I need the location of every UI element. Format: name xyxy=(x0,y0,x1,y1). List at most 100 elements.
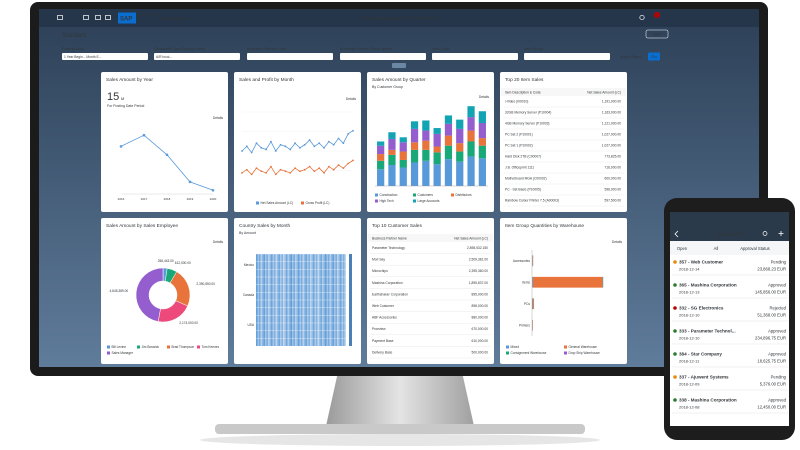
card-sales-by-year[interactable] xyxy=(101,72,228,212)
point xyxy=(294,142,296,145)
cell: 716,000.00 xyxy=(604,166,621,170)
point xyxy=(188,180,192,184)
quote-name[interactable]: 357 - Web Customer xyxy=(679,260,723,265)
phone-tabbar xyxy=(670,241,789,255)
back-icon[interactable] xyxy=(95,15,101,20)
back-icon[interactable] xyxy=(674,230,679,238)
legend-swatch xyxy=(375,199,378,203)
variant[interactable]: Standard xyxy=(62,33,86,39)
go-button[interactable] xyxy=(648,52,660,61)
monitor-base xyxy=(215,424,585,434)
cell: 670,000.00 xyxy=(471,327,488,331)
cell: 1,027,000.00 xyxy=(602,144,621,148)
home-icon[interactable] xyxy=(105,15,111,20)
bar-segment xyxy=(377,169,385,186)
add-icon[interactable] xyxy=(778,231,784,236)
point xyxy=(308,139,311,141)
user-icon[interactable] xyxy=(83,15,89,20)
cell: Mori Say xyxy=(372,258,385,262)
filter-input[interactable] xyxy=(154,53,240,60)
legend-swatch xyxy=(107,351,110,355)
badge-count: 2 xyxy=(656,14,658,18)
filter-label: Document Type Display Name xyxy=(154,47,205,51)
bar-segment xyxy=(410,128,419,143)
quote-status: Approved xyxy=(768,283,787,288)
filter-input[interactable] xyxy=(247,53,333,60)
point xyxy=(327,140,330,143)
quote-date: 2018-12-09 xyxy=(679,382,700,387)
quote-name[interactable]: 333 - Parameter Technol... xyxy=(679,329,736,334)
cell: 2,898,532.150 xyxy=(467,246,488,250)
legend-label: Tom Keeves xyxy=(202,345,220,349)
search-icon[interactable] xyxy=(639,14,645,21)
legend-swatch xyxy=(137,345,140,349)
point xyxy=(303,143,306,146)
bar-segment xyxy=(399,137,407,143)
card-title: Top 10 Customer Sales xyxy=(372,223,422,229)
line xyxy=(241,130,354,154)
quote-name[interactable]: 338 - Mashina Corporation xyxy=(679,398,737,403)
quote-name[interactable]: 384 - Star Company xyxy=(679,352,722,357)
bar-segment xyxy=(444,123,453,136)
cell: Hard Disk 2TB (C00007) xyxy=(505,155,541,159)
quote-name[interactable]: 332 - SG Electronics xyxy=(679,306,724,311)
cell: 596,000.00 xyxy=(604,188,621,192)
tab[interactable]: Open xyxy=(677,246,688,251)
legend-swatch xyxy=(564,351,567,355)
tab[interactable]: All xyxy=(714,246,719,251)
legend-swatch xyxy=(413,193,416,197)
filter-input[interactable] xyxy=(432,53,518,60)
point xyxy=(274,150,277,152)
filter-input[interactable] xyxy=(62,53,148,60)
cell: 4GB Memory Server (P10003) xyxy=(505,122,550,126)
quote-amount: 12,450.00 EUR xyxy=(757,405,786,410)
legend-swatch xyxy=(107,345,110,349)
quote-status: Approved xyxy=(768,352,787,357)
adapt-filters[interactable]: Adapt Filters xyxy=(620,55,641,59)
cell: i-Video (I00010) xyxy=(505,100,528,104)
point xyxy=(255,167,258,170)
card-subtitle: By Customer Group xyxy=(372,85,403,89)
filter-input[interactable] xyxy=(524,53,610,60)
legend-swatch xyxy=(375,193,378,197)
card-sales-by-quarter[interactable] xyxy=(367,72,494,212)
donut-slice xyxy=(135,267,164,322)
bar-segment xyxy=(467,117,475,131)
quote-name[interactable]: 365 - Mashina Corporation xyxy=(679,283,737,288)
bar-segment xyxy=(444,145,453,160)
x-tick-label: 2020 xyxy=(210,197,217,201)
filter-input[interactable] xyxy=(340,53,426,60)
bar-segment xyxy=(399,151,407,160)
bar-segment xyxy=(399,142,407,152)
point xyxy=(323,146,325,149)
data-label: 4,845,389.00 xyxy=(110,289,129,293)
point xyxy=(119,145,123,148)
card-warehouse[interactable] xyxy=(500,218,627,364)
card-sales-by-employee[interactable] xyxy=(101,218,228,364)
legend-label: Gross Profit (LC) xyxy=(306,201,330,205)
bar-segment xyxy=(410,121,419,129)
cell: J.B. Officeprint 1111 xyxy=(505,166,534,170)
details: Details xyxy=(213,116,223,120)
edit-button[interactable] xyxy=(645,29,669,39)
tab[interactable]: Approval Status xyxy=(740,246,770,251)
point xyxy=(299,146,301,149)
search-icon[interactable] xyxy=(762,231,768,236)
status-dot xyxy=(673,260,677,264)
quote-name[interactable]: 337 - Ajuwent Systems xyxy=(679,375,729,380)
point xyxy=(318,167,321,170)
point xyxy=(250,173,253,176)
point xyxy=(211,188,215,192)
menu-icon[interactable] xyxy=(57,15,63,20)
details: Details xyxy=(612,240,622,244)
bar-segment xyxy=(532,255,533,267)
data-label: 2,390,850.00 xyxy=(196,282,215,286)
card-title: Top 20 Item Sales xyxy=(505,77,544,83)
card-top-customers[interactable] xyxy=(367,218,494,364)
y-tick-label: Items xyxy=(522,280,530,284)
legend-swatch xyxy=(451,193,454,197)
collapse-tab[interactable] xyxy=(392,63,406,68)
card-sales-profit[interactable] xyxy=(234,72,361,212)
quote-amount: 23,868.23 EUR xyxy=(757,267,786,272)
